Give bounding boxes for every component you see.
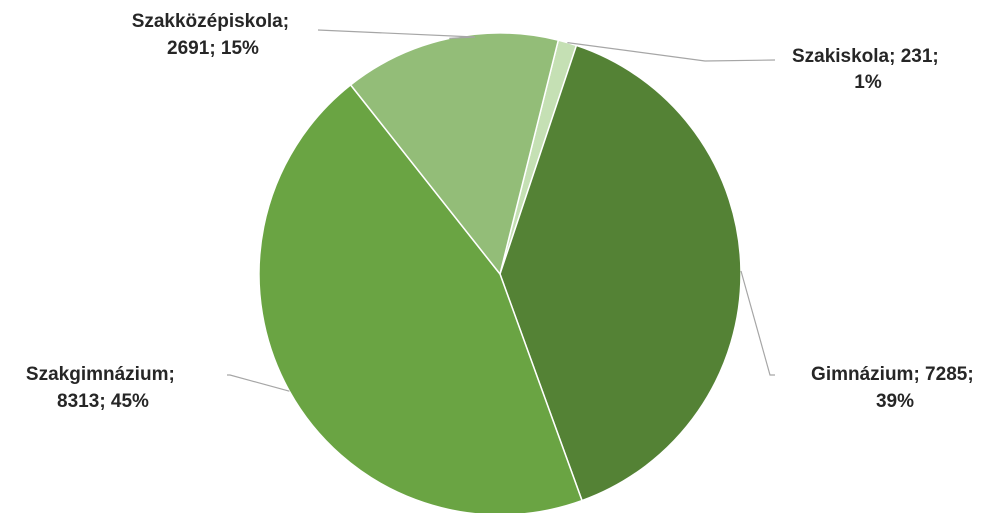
label-szakiskola: Szakiskola; 231; 1% — [792, 46, 944, 93]
pie-slice-szakkozepiskola — [349, 32, 560, 276]
label-szakkozepiskola: Szakközépiskola; 2691; 15% — [132, 11, 295, 59]
label-gimnazium: Gimnázium; 7285; 39% — [811, 364, 979, 412]
leader-line-szakiskola — [567, 42, 776, 62]
pie-slice-szakgimnazium — [258, 83, 583, 513]
leader-line-szakkozepiskola — [317, 29, 476, 39]
leader-line-szakgimnazium — [227, 374, 290, 392]
pie-slices — [258, 32, 742, 513]
leader-line-gimnazium — [740, 270, 775, 376]
label-szakgimnazium: Szakgimnázium; 8313; 45% — [26, 364, 180, 412]
leader-lines — [227, 29, 776, 392]
